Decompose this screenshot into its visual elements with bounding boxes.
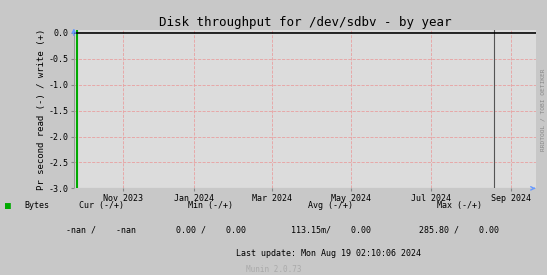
Y-axis label: Pr second read (-) / write (+): Pr second read (-) / write (+) (37, 29, 45, 190)
Text: Munin 2.0.73: Munin 2.0.73 (246, 265, 301, 274)
Text: Min (-/+): Min (-/+) (188, 201, 233, 210)
Text: Max (-/+): Max (-/+) (437, 201, 482, 210)
Text: 0.00 /    0.00: 0.00 / 0.00 (176, 226, 246, 235)
Text: RRDTOOL / TOBI OETIKER: RRDTOOL / TOBI OETIKER (541, 69, 546, 151)
Title: Disk throughput for /dev/sdbv - by year: Disk throughput for /dev/sdbv - by year (159, 16, 451, 29)
Text: -nan /    -nan: -nan / -nan (66, 226, 136, 235)
Text: 113.15m/    0.00: 113.15m/ 0.00 (291, 226, 371, 235)
Text: Avg (-/+): Avg (-/+) (309, 201, 353, 210)
Text: Last update: Mon Aug 19 02:10:06 2024: Last update: Mon Aug 19 02:10:06 2024 (236, 249, 421, 258)
Text: 285.80 /    0.00: 285.80 / 0.00 (420, 226, 499, 235)
Text: Cur (-/+): Cur (-/+) (79, 201, 124, 210)
Text: Bytes: Bytes (25, 201, 50, 210)
Text: ■: ■ (5, 201, 11, 211)
